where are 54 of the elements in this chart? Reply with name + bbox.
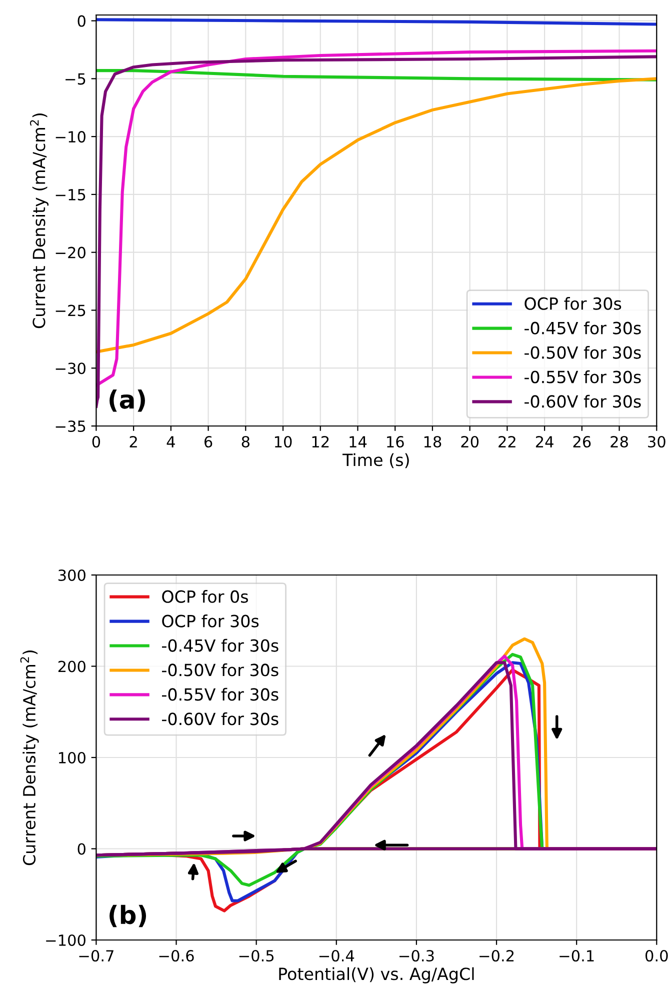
y-tick-label: 300: [58, 569, 86, 582]
y-tick-label: −15: [56, 189, 86, 200]
legend-label: OCP for 0s: [162, 590, 248, 603]
y-tick-label: 0: [78, 15, 86, 27]
legend-label: -0.60V for 30s: [162, 712, 278, 726]
y-tick-label: 0: [78, 843, 86, 855]
x-tick-label: 6: [204, 436, 212, 448]
x-tick-label: 22: [498, 436, 516, 448]
x-tick-label: 28: [610, 436, 628, 448]
x-tick-label: 2: [130, 436, 137, 448]
legend-label: -0.45V for 30s: [162, 638, 278, 652]
legend-label: -0.55V for 30s: [524, 370, 641, 384]
x-tick-label: 20: [461, 436, 479, 448]
x-tick-label: 24: [536, 436, 554, 448]
y-tick-label: −35: [56, 420, 86, 432]
x-tick-label: −0.4: [319, 950, 354, 962]
x-tick-label: 18: [424, 436, 442, 448]
legend-label: -0.45V for 30s: [524, 321, 641, 334]
x-tick-label: −0.2: [480, 950, 514, 962]
x-tick-label: −0.7: [79, 950, 114, 962]
x-tick-label: 10: [274, 436, 292, 448]
legend-label: -0.50V for 30s: [524, 346, 641, 359]
y-tick-label: −20: [56, 246, 86, 258]
annotation: (a): [110, 390, 145, 412]
x-tick-label: 30: [648, 436, 666, 448]
x-tick-label: 0.0: [646, 950, 668, 962]
x-tick-label: −0.6: [159, 950, 194, 962]
x-tick-label: 8: [242, 436, 250, 448]
legend-label: -0.50V for 30s: [162, 663, 278, 676]
y-tick-label: −30: [56, 362, 86, 374]
x-tick-label: 14: [350, 436, 367, 448]
x-tick-label: 26: [573, 436, 591, 448]
legend-label: OCP for 30s: [524, 297, 622, 310]
y-tick-label: −5: [66, 73, 86, 85]
y-tick-label: −10: [56, 131, 86, 143]
legend-label: -0.60V for 30s: [524, 394, 641, 408]
x-tick-label: 0: [92, 436, 100, 448]
y-tick-label: −25: [56, 304, 86, 316]
x-tick-label: 4: [166, 436, 175, 448]
y-tick-label: 100: [58, 752, 86, 764]
y-axis-title: Current Density (mA/cm$^{2}$): [20, 650, 39, 866]
x-tick-label: 16: [387, 436, 404, 448]
legend-label: -0.55V for 30s: [162, 688, 278, 701]
x-tick-label: 12: [312, 436, 329, 448]
x-axis-title: Time (s): [342, 453, 409, 468]
x-axis-title: Potential(V) vs. Ag/AgCl: [279, 967, 474, 984]
annotation: (b): [110, 904, 146, 928]
y-tick-label: 200: [58, 660, 86, 672]
x-tick-label: −0.1: [560, 950, 594, 962]
y-axis-title: Current Density (mA/cm$^{2}$): [30, 114, 49, 328]
x-tick-label: −0.5: [239, 950, 274, 962]
x-tick-label: −0.3: [400, 950, 434, 962]
legend-label: OCP for 30s: [162, 614, 259, 628]
y-tick-label: −100: [46, 934, 86, 946]
